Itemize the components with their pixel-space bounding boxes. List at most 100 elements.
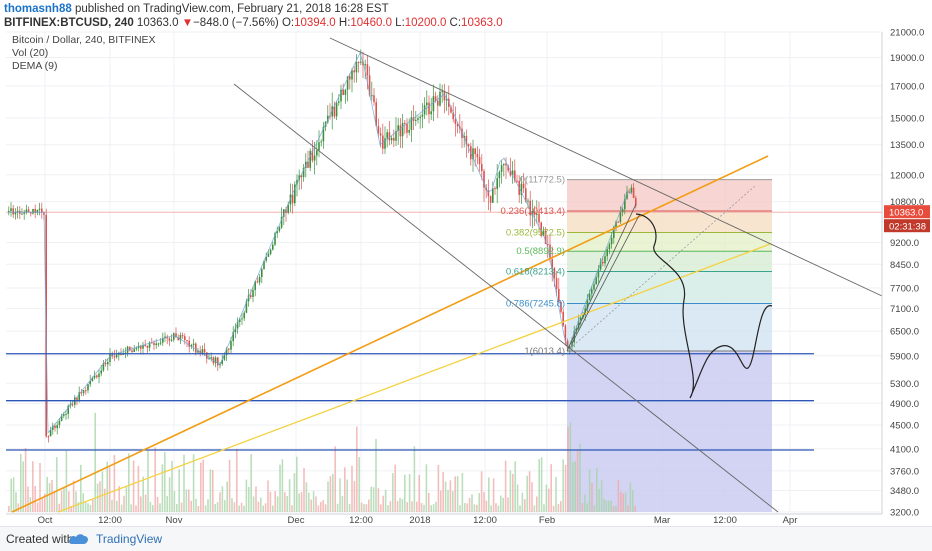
candle-body (573, 331, 575, 343)
volume-bar (624, 492, 627, 512)
candle-body (60, 415, 63, 422)
volume-bar (75, 491, 77, 512)
last-price-tag (884, 205, 930, 219)
tradingview-logo-icon[interactable] (68, 532, 90, 549)
volume-bar (94, 412, 96, 512)
price-tick-label: 3200.0 (890, 508, 919, 519)
volume-bar (442, 472, 444, 512)
candle-body (399, 125, 402, 137)
author-link[interactable]: thomasnh88 (4, 3, 72, 15)
volume-bar (168, 477, 171, 512)
time-tick-label: 12:00 (98, 515, 122, 526)
volume-bar (447, 489, 449, 512)
volume-bar (552, 505, 555, 512)
candle-body (98, 373, 100, 378)
price-tick-label: 13500.0 (890, 140, 924, 151)
volume-bar (334, 446, 336, 512)
volume-bar (524, 499, 526, 512)
candle-body (140, 345, 142, 349)
volume-bar (197, 505, 200, 512)
volume-bar (87, 503, 89, 512)
candle-body (100, 370, 102, 374)
volume-bar (111, 499, 113, 512)
volume-bar (435, 501, 437, 512)
candle-body (342, 89, 344, 96)
volume-bar (459, 505, 461, 512)
candle-body (498, 171, 501, 179)
candle-body (210, 357, 212, 359)
volume-bar (521, 492, 524, 512)
volume-bar (430, 505, 432, 512)
volume-bar (15, 492, 17, 512)
candle-body (250, 295, 252, 297)
candle-body (542, 230, 545, 237)
volume-bar (293, 473, 296, 512)
volume-bar (176, 504, 178, 512)
candle-body (214, 357, 217, 364)
volume-indicator-label[interactable]: Vol (20) (12, 47, 49, 59)
tradingview-brand[interactable]: TradingView (96, 532, 163, 546)
volume-bar (344, 467, 346, 512)
volume-bar (533, 505, 536, 512)
candle-body (184, 336, 186, 341)
candle-body (329, 115, 331, 117)
symbol-label[interactable]: BITFINEX:BTCUSD, 240 (4, 17, 134, 29)
candle-body (602, 261, 604, 264)
volume-bar (550, 464, 552, 512)
candle-body (241, 318, 243, 320)
volume-bar (480, 471, 483, 512)
volume-bar (622, 493, 624, 512)
volume-bar (70, 505, 72, 512)
candle-body (621, 209, 624, 213)
volume-bar (528, 471, 531, 512)
candle-body (397, 125, 399, 131)
volume-bar (51, 479, 53, 512)
volume-bar (531, 482, 533, 512)
candle-body (599, 261, 602, 270)
volume-bar (413, 446, 416, 512)
candle-body (610, 237, 613, 245)
candle-body (278, 227, 281, 231)
candle-body (472, 148, 474, 160)
dema-indicator-label[interactable]: DEMA (9) (12, 60, 58, 72)
volume-bar (209, 469, 212, 512)
candle-body (377, 125, 380, 134)
volume-bar (538, 459, 540, 512)
candle-body (16, 210, 19, 213)
candle-body (593, 284, 595, 290)
candle-body (406, 123, 408, 133)
volume-bar (353, 480, 356, 512)
volume-bar (500, 495, 502, 512)
time-tick-label: Mar (654, 515, 670, 526)
price-tick-label: 7100.0 (890, 304, 919, 315)
candle-body (131, 350, 133, 352)
candle-body (38, 208, 41, 210)
candle-body (162, 337, 164, 343)
candle-body (52, 425, 54, 430)
volume-bar (171, 460, 173, 512)
volume-bar (130, 504, 132, 512)
volume-bar (593, 505, 596, 512)
candle-body (538, 213, 540, 223)
candle-body (404, 122, 406, 124)
volume-bar (269, 491, 272, 512)
candle-body (547, 244, 549, 246)
candle-body (366, 64, 369, 76)
candle-body (302, 167, 305, 178)
candle-body (562, 311, 564, 326)
candle-body (276, 230, 278, 234)
volume-bar (548, 488, 550, 512)
candle-body (426, 102, 428, 106)
price-tick-label: 4900.0 (890, 399, 919, 410)
candle-body (102, 363, 105, 371)
volume-bar (428, 492, 430, 512)
volume-bar (207, 499, 209, 512)
volume-bar (238, 505, 240, 512)
volume-bar (449, 480, 452, 512)
volume-bar (581, 503, 584, 512)
candle-body (509, 170, 512, 176)
candle-body (564, 325, 567, 341)
series-title[interactable]: Bitcoin / Dollar, 240, BITFINEX (12, 34, 156, 46)
candle-body (296, 179, 298, 185)
volume-bar (586, 503, 588, 512)
